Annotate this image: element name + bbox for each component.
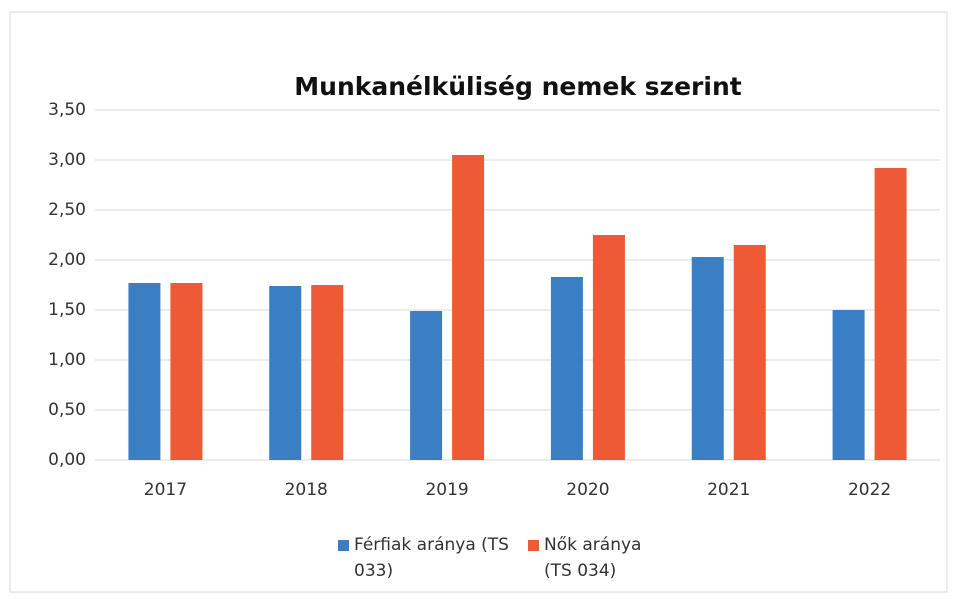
y-tick-label: 3,00 <box>48 150 86 170</box>
x-tick-label: 2020 <box>566 480 609 500</box>
bar <box>269 286 302 460</box>
bar <box>592 235 625 460</box>
chart-frame <box>9 11 948 593</box>
y-tick-label: 0,50 <box>48 400 86 420</box>
bar <box>170 283 203 460</box>
legend-item: Férfiak aránya (TS 033) <box>338 532 514 584</box>
y-tick-label: 3,50 <box>48 100 86 120</box>
y-tick-label: 1,50 <box>48 300 86 320</box>
x-tick-label: 2017 <box>144 480 187 500</box>
bar <box>691 257 724 460</box>
y-tick-label: 2,00 <box>48 250 86 270</box>
bar <box>452 155 485 460</box>
bar <box>550 277 583 460</box>
bar <box>874 168 907 460</box>
x-tick-label: 2019 <box>425 480 468 500</box>
legend-label: Nők aránya (TS 034) <box>544 535 642 581</box>
bar <box>410 311 443 460</box>
bar <box>733 245 766 460</box>
legend-swatch <box>338 540 349 551</box>
x-tick-label: 2022 <box>848 480 891 500</box>
legend-swatch <box>528 540 539 551</box>
bar <box>832 310 865 460</box>
x-tick-label: 2018 <box>285 480 328 500</box>
x-tick-label: 2021 <box>707 480 750 500</box>
bar <box>311 285 344 460</box>
y-tick-label: 2,50 <box>48 200 86 220</box>
legend-item: Nők aránya (TS 034) <box>528 532 674 584</box>
bar <box>128 283 161 460</box>
legend-label: Férfiak aránya (TS 033) <box>354 535 509 581</box>
chart-title: Munkanélküliség nemek szerint <box>294 72 741 101</box>
y-tick-label: 1,00 <box>48 350 86 370</box>
y-tick-label: 0,00 <box>48 450 86 470</box>
